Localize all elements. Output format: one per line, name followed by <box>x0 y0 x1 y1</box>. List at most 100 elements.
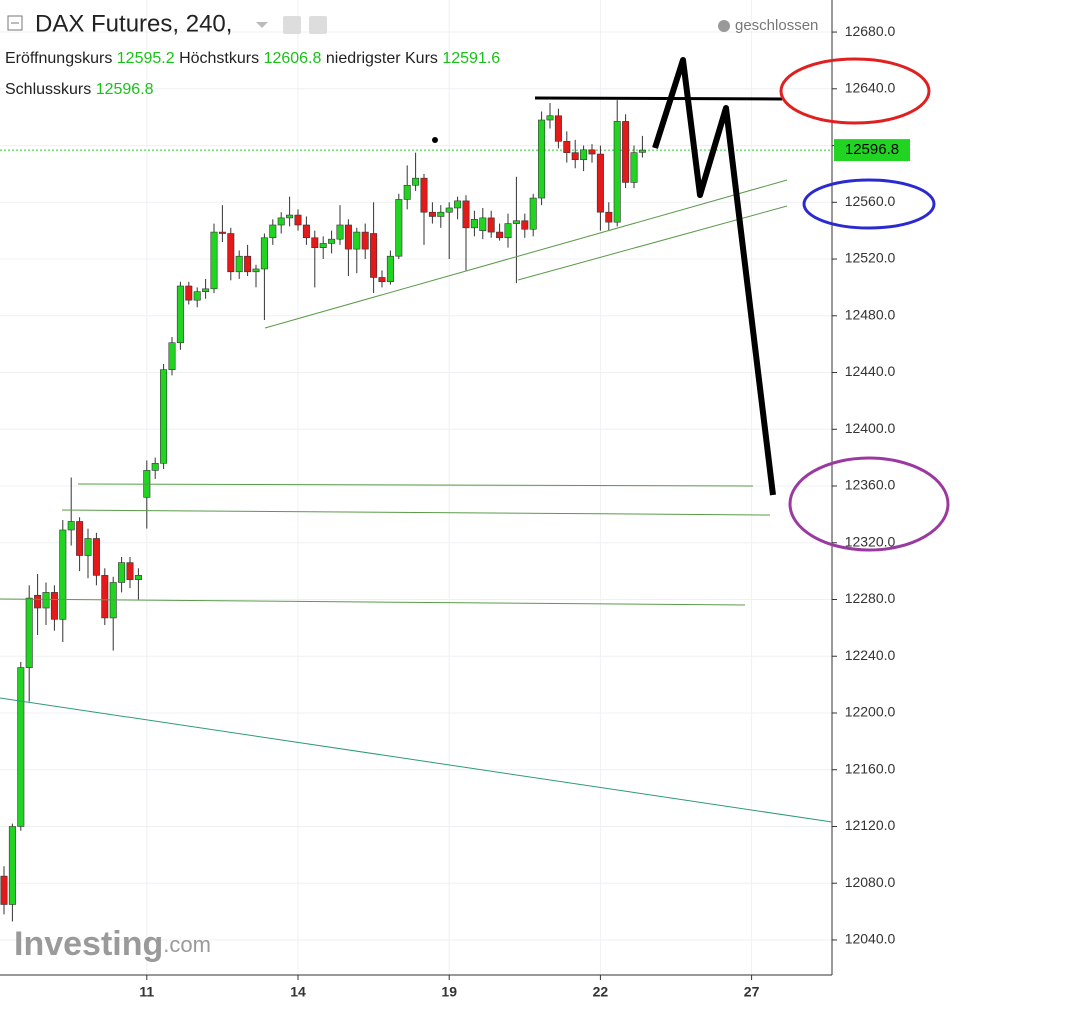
candle-body <box>235 255 243 273</box>
candle-body <box>521 220 529 230</box>
candle-body <box>529 197 537 230</box>
y-tick-label: 12440.0 <box>845 363 896 379</box>
candle-body <box>580 149 588 161</box>
resistance-line <box>534 96 783 101</box>
candle-body <box>168 342 176 370</box>
dropdown-icon[interactable] <box>256 22 268 28</box>
candle-body <box>50 592 58 620</box>
y-tick-label: 12400.0 <box>845 420 896 436</box>
trend-line <box>77 483 754 487</box>
candle-body <box>378 277 386 283</box>
dot <box>432 137 438 143</box>
candle-body <box>176 285 184 344</box>
y-tick-label: 12680.0 <box>845 23 896 39</box>
candle-body <box>17 667 25 827</box>
ellipse <box>802 178 936 230</box>
candle-body <box>25 597 33 668</box>
candle-body <box>202 288 210 292</box>
watermark-main: Investing <box>14 925 163 963</box>
candle-body <box>101 575 109 619</box>
close-label: Schlusskurs <box>5 81 91 98</box>
status-dot <box>718 20 730 32</box>
candle-body <box>479 217 487 231</box>
y-tick-label: 12200.0 <box>845 704 896 720</box>
candle-body <box>227 233 235 273</box>
candle-body <box>328 238 336 244</box>
y-tick-label: 12520.0 <box>845 250 896 266</box>
x-tick-label: 11 <box>139 984 154 1000</box>
candle-body <box>252 268 260 273</box>
candle-body <box>437 211 445 217</box>
y-tick-label: 12320.0 <box>845 533 896 549</box>
x-tick-label: 14 <box>290 984 306 1000</box>
candle-body <box>596 153 604 213</box>
candle-body <box>42 592 50 609</box>
y-tick-label: 12240.0 <box>845 647 896 663</box>
candle-body <box>563 140 571 153</box>
candle-body <box>218 231 226 234</box>
candle-body <box>134 575 142 580</box>
candle-body <box>496 231 504 239</box>
candle-body <box>454 200 462 209</box>
candle-body <box>420 177 428 213</box>
candle-body <box>8 826 16 905</box>
candle-body <box>470 219 478 229</box>
candle-body <box>118 562 126 583</box>
candle-body <box>638 149 646 153</box>
x-tick-label: 22 <box>593 984 609 1000</box>
ellipse <box>788 456 950 552</box>
ohlc-row: Eröffnungskurs 12595.2 Höchstkurs 12606.… <box>5 50 500 67</box>
candle-body <box>546 115 554 121</box>
candle-body <box>59 529 67 620</box>
y-tick-label: 12280.0 <box>845 590 896 606</box>
y-tick-label: 12560.0 <box>845 193 896 209</box>
candle-body <box>76 521 84 556</box>
candle-body <box>504 223 512 239</box>
candle-body <box>370 233 378 278</box>
candle-body <box>160 369 168 464</box>
y-tick-label: 12040.0 <box>845 931 896 947</box>
candle-body <box>185 285 193 301</box>
candle-body <box>386 255 394 283</box>
open-value: 12595.2 <box>117 50 175 67</box>
candle-body <box>0 875 8 905</box>
settings-icon[interactable] <box>309 16 327 34</box>
candle-body <box>244 255 252 273</box>
candle-body <box>34 594 42 609</box>
x-tick-label: 27 <box>744 984 760 1000</box>
close-row: Schlusskurs 12596.8 <box>5 81 154 98</box>
candle-body <box>319 243 327 248</box>
watermark-suffix: .com <box>163 932 211 957</box>
collapse-icon[interactable] <box>7 15 23 31</box>
y-tick-label: 12360.0 <box>845 477 896 493</box>
candle-body <box>260 237 268 270</box>
candle-body <box>512 220 520 224</box>
candle-body <box>193 291 201 301</box>
open-label: Eröffnungskurs <box>5 50 112 67</box>
candle-body <box>84 538 92 556</box>
candle-body <box>613 121 621 223</box>
annotations <box>0 57 950 823</box>
high-label: Höchstkurs <box>179 50 259 67</box>
candle-body <box>294 214 302 226</box>
y-tick-label: 12080.0 <box>845 874 896 890</box>
y-tick-label: 12640.0 <box>845 80 896 96</box>
y-tick-label: 12480.0 <box>845 306 896 322</box>
chart-title: DAX Futures, 240, <box>35 10 232 37</box>
y-tick-label: 12120.0 <box>845 817 896 833</box>
status: geschlossen <box>735 17 818 34</box>
high-value: 12606.8 <box>264 50 322 67</box>
candle-body <box>412 177 420 186</box>
trend-line <box>264 179 788 329</box>
candle-body <box>336 224 344 240</box>
candle-body <box>605 211 613 223</box>
candle-body <box>353 231 361 250</box>
trend-line <box>0 697 833 823</box>
y-tick-label: 12160.0 <box>845 760 896 776</box>
candle-body <box>269 224 277 239</box>
eye-icon[interactable] <box>283 16 301 34</box>
candle-body <box>126 562 134 580</box>
candle-body <box>538 119 546 199</box>
candle-body <box>277 217 285 226</box>
